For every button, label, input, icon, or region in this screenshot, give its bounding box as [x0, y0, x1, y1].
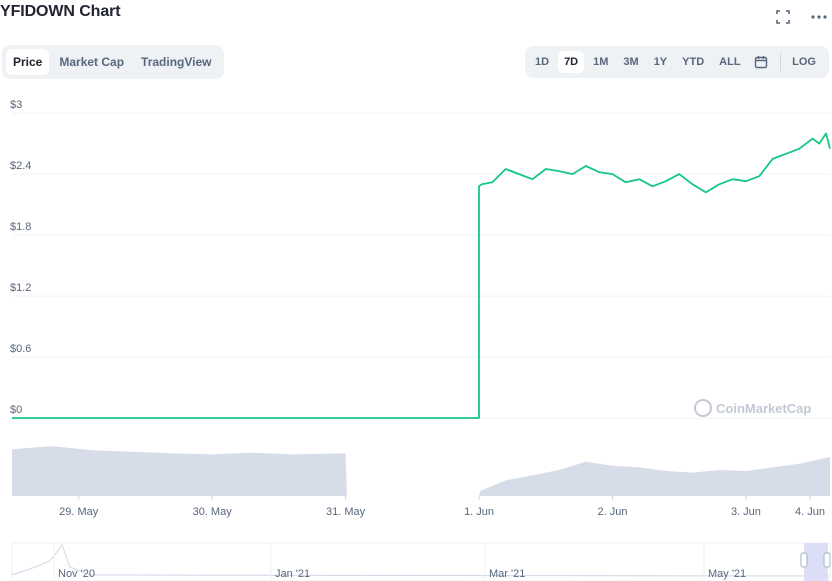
tab-market-cap[interactable]: Market Cap — [59, 55, 125, 69]
price-line — [12, 132, 831, 419]
volume-area — [12, 446, 830, 496]
navigator-handle-left[interactable] — [800, 552, 808, 568]
navigator-line — [11, 543, 831, 577]
navigator-label: Mar '21 — [489, 568, 525, 580]
fullscreen-icon[interactable] — [774, 8, 792, 26]
x-tick-label: 2. Jun — [598, 506, 628, 518]
y-tick-label: $0 — [10, 404, 22, 416]
x-tick-label: 3. Jun — [731, 506, 761, 518]
range-3m[interactable]: 3M — [623, 56, 639, 68]
range-divider — [779, 53, 781, 71]
range-7d[interactable]: 7D — [558, 51, 585, 73]
x-tick-label: 29. May — [59, 506, 99, 518]
y-tick-label: $2.4 — [10, 160, 31, 172]
x-tick-label: 4. Jun — [795, 506, 825, 518]
range-selector: 1D 7D 1M 3M 1Y YTD ALL LOG — [525, 46, 829, 78]
coinmarketcap-watermark: CoinMarketCap — [694, 399, 811, 417]
y-tick-label: $0.6 — [10, 343, 31, 355]
calendar-icon[interactable] — [754, 53, 768, 71]
range-1m[interactable]: 1M — [593, 56, 609, 68]
range-1y[interactable]: 1Y — [653, 56, 668, 68]
chart-type-tabs: Price Market Cap TradingView — [2, 45, 224, 79]
more-icon[interactable] — [810, 8, 828, 26]
navigator-label: May '21 — [708, 568, 746, 580]
svg-text:CoinMarketCap: CoinMarketCap — [716, 401, 811, 416]
range-1d[interactable]: 1D — [535, 56, 550, 68]
y-tick-label: $1.2 — [10, 282, 31, 294]
y-tick-label: $3 — [10, 99, 22, 111]
chart-title: YFIDOWN Chart — [0, 3, 121, 20]
navigator-handle-right[interactable] — [823, 552, 831, 568]
y-tick-label: $1.8 — [10, 221, 31, 233]
tab-price[interactable]: Price — [6, 49, 50, 75]
x-tick-label: 31. May — [326, 506, 366, 518]
range-ytd[interactable]: YTD — [682, 56, 705, 68]
range-all[interactable]: ALL — [719, 56, 741, 68]
x-tick-label: 1. Jun — [464, 506, 494, 518]
navigator-label: Jan '21 — [275, 568, 310, 580]
x-tick-label: 30. May — [193, 506, 233, 518]
tab-tradingview[interactable]: TradingView — [141, 55, 212, 69]
price-chart[interactable]: $0 $0.6 $1.2 $1.8 $2.4 $3 CoinMarketCap 29. May… — [0, 91, 832, 581]
navigator-label: Nov '20 — [58, 568, 95, 580]
log-toggle[interactable]: LOG — [792, 56, 816, 68]
